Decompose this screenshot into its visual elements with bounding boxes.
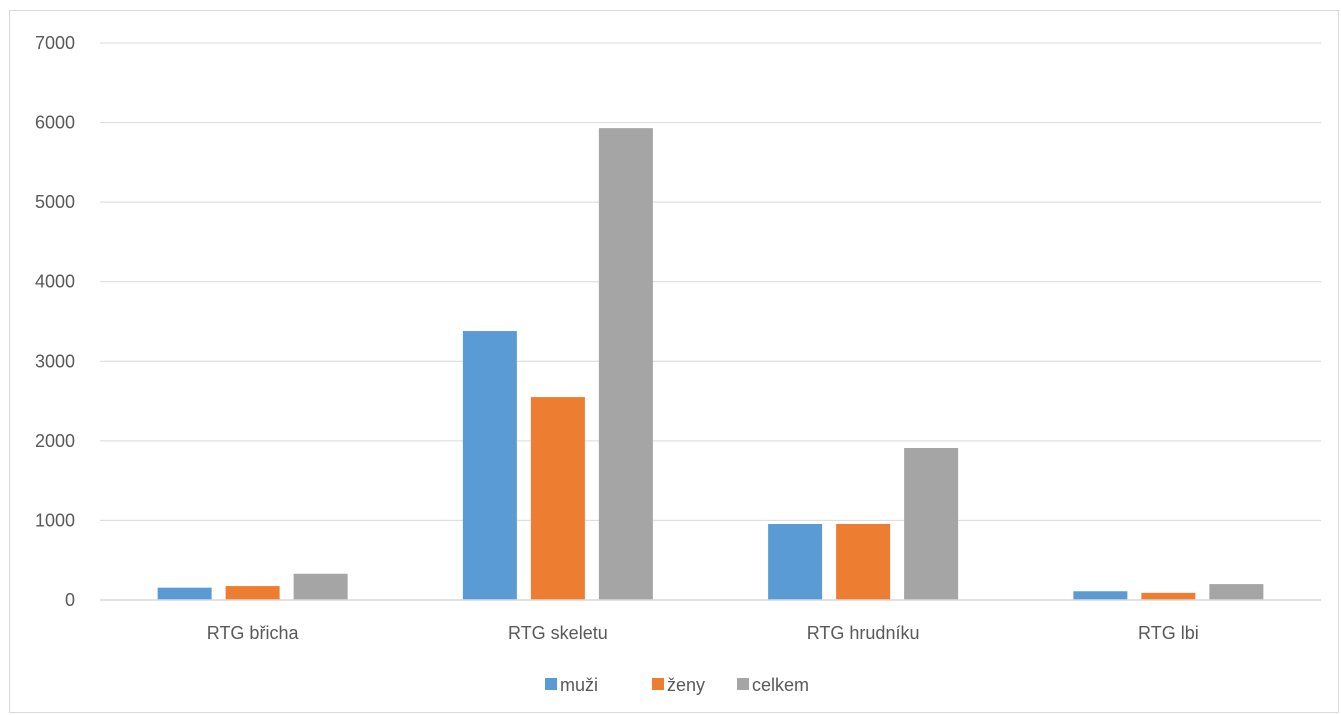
y-tick-label: 4000 (35, 272, 75, 292)
bar-1-3 (768, 524, 823, 600)
bar-2-1 (225, 586, 280, 600)
y-tick-label: 1000 (35, 510, 75, 530)
bar-1-4 (1073, 591, 1128, 600)
x-tick-label: RTG břicha (207, 623, 300, 643)
legend: muži ženy celkem (545, 675, 809, 695)
bar-3-3 (904, 448, 959, 600)
legend-label: ženy (667, 675, 705, 695)
bar-2-3 (836, 524, 891, 600)
y-tick-label: 5000 (35, 192, 75, 212)
x-tick-label: RTG skeletu (508, 623, 608, 643)
y-tick-label: 2000 (35, 431, 75, 451)
bar-3-4 (1209, 584, 1264, 600)
legend-label: muži (560, 675, 598, 695)
bar-3-2 (598, 128, 653, 601)
bar-2-4 (1141, 592, 1196, 600)
y-tick-label: 0 (65, 590, 75, 610)
x-axis-labels: RTG břicha RTG skeletu RTG hrudníku RTG lbi (207, 623, 1199, 643)
x-tick-label: RTG lbi (1138, 623, 1199, 643)
y-axis-ticks: 0 1000 2000 3000 4000 5000 6000 7000 (35, 33, 75, 610)
x-tick-label: RTG hrudníku (807, 623, 920, 643)
bar-3-1 (293, 573, 348, 600)
bars (157, 128, 1264, 601)
gridlines (100, 42, 1321, 521)
y-tick-label: 7000 (35, 33, 75, 53)
bar-2-2 (530, 397, 585, 600)
legend-swatch (737, 678, 749, 690)
y-tick-label: 3000 (35, 351, 75, 371)
y-tick-label: 6000 (35, 113, 75, 133)
legend-swatch (652, 678, 664, 690)
bar-1-1 (157, 587, 212, 600)
bar-1-2 (462, 331, 517, 600)
legend-label: celkem (752, 675, 809, 695)
legend-swatch (545, 678, 557, 690)
